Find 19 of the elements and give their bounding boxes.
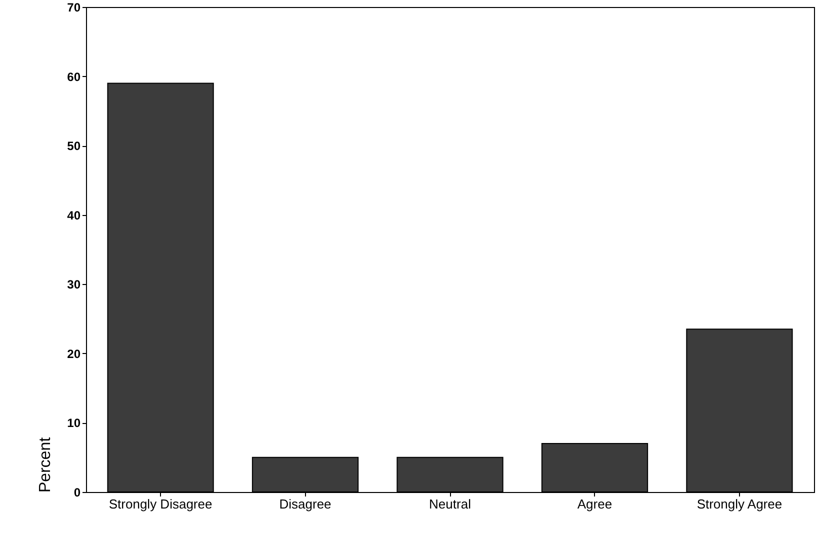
y-tick-label: 60 bbox=[67, 70, 81, 84]
bar bbox=[541, 443, 648, 492]
bar bbox=[396, 456, 504, 492]
y-axis-title: Percent bbox=[37, 436, 54, 492]
bar bbox=[107, 82, 214, 492]
x-tick-label: Strongly Disagree bbox=[108, 496, 212, 512]
x-tick-label: Strongly Agree bbox=[696, 496, 782, 512]
y-tick-label: 30 bbox=[67, 278, 81, 292]
y-tick-label: 0 bbox=[74, 486, 81, 500]
x-tick-label: Neutral bbox=[429, 496, 472, 512]
y-tick-label: 40 bbox=[67, 208, 81, 222]
y-tick-label: 20 bbox=[67, 346, 81, 361]
y-tick-label: 50 bbox=[67, 139, 81, 154]
bar bbox=[686, 328, 793, 492]
x-tick-label: Agree bbox=[577, 496, 612, 512]
x-tick-label: Disagree bbox=[279, 496, 332, 512]
bar bbox=[252, 456, 359, 492]
y-tick-label: 10 bbox=[67, 416, 81, 430]
y-tick-label: 70 bbox=[67, 0, 81, 14]
